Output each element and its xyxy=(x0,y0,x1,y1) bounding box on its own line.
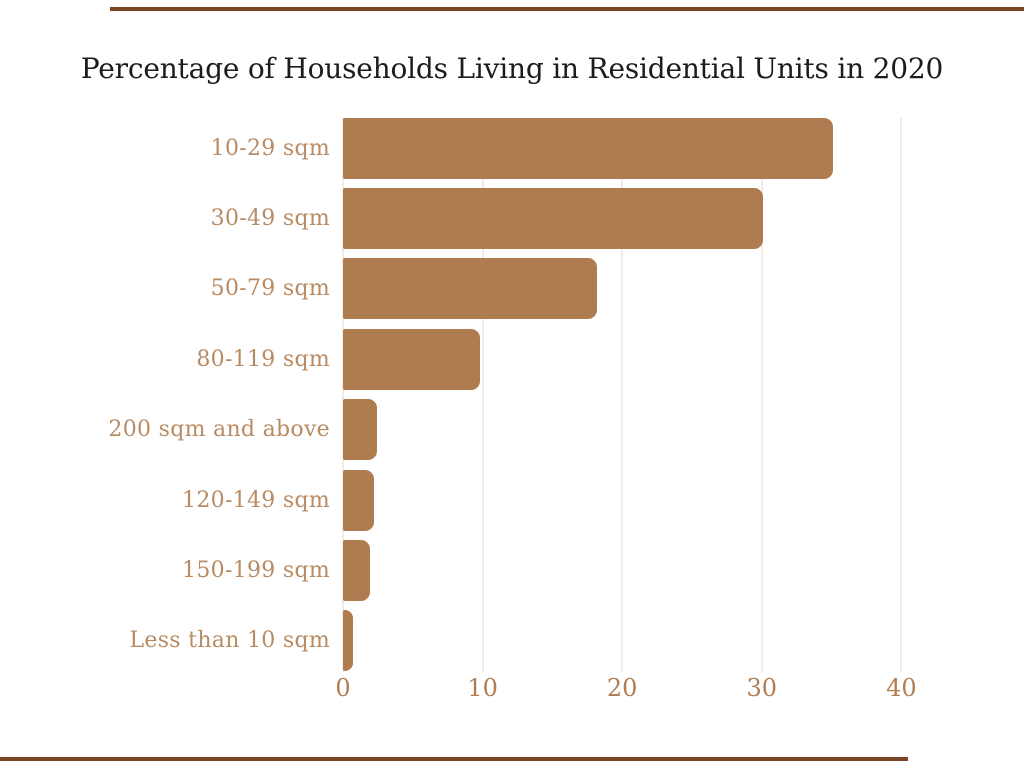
x-axis-tick-label: 30 xyxy=(746,674,778,702)
category-label: Less than 10 sqm xyxy=(129,628,330,654)
bar[interactable] xyxy=(343,540,370,602)
bar[interactable] xyxy=(343,258,598,320)
bar[interactable] xyxy=(343,188,764,250)
bar-rows: 10-29 sqm 30-49 sqm 50-79 sqm 80-119 sqm… xyxy=(0,113,1024,676)
chart-title: Percentage of Households Living in Resid… xyxy=(80,52,944,85)
bar-row: 150-199 sqm xyxy=(0,535,1024,605)
category-label: 150-199 sqm xyxy=(182,558,330,584)
gridline xyxy=(760,118,763,672)
bar[interactable] xyxy=(343,328,480,390)
gridline xyxy=(900,118,903,672)
top-accent-rule xyxy=(110,7,1024,11)
bar[interactable] xyxy=(343,117,833,179)
bar-row: 200 sqm and above xyxy=(0,395,1024,465)
x-axis-tick-label: 0 xyxy=(335,674,351,702)
category-label: 200 sqm and above xyxy=(108,417,330,443)
gridline xyxy=(481,118,484,672)
bar-row: 50-79 sqm xyxy=(0,254,1024,324)
bar-row: 80-119 sqm xyxy=(0,324,1024,394)
gridline xyxy=(621,118,624,672)
bar-row: 10-29 sqm xyxy=(0,113,1024,183)
category-label: 30-49 sqm xyxy=(210,206,330,232)
category-label: 50-79 sqm xyxy=(210,276,330,302)
category-label: 120-149 sqm xyxy=(182,487,330,513)
gridline xyxy=(342,118,344,672)
bar-row: 30-49 sqm xyxy=(0,183,1024,253)
bottom-accent-rule xyxy=(0,757,908,761)
bar-row: Less than 10 sqm xyxy=(0,606,1024,676)
x-axis-tick-label: 10 xyxy=(467,674,498,702)
bar-chart: 10-29 sqm 30-49 sqm 50-79 sqm 80-119 sqm… xyxy=(0,113,1024,723)
category-label: 80-119 sqm xyxy=(196,346,330,372)
bar[interactable] xyxy=(343,469,374,531)
bar-row: 120-149 sqm xyxy=(0,465,1024,535)
x-axis-tick-label: 20 xyxy=(606,674,638,702)
bar[interactable] xyxy=(343,399,377,461)
bar[interactable] xyxy=(343,610,353,672)
category-label: 10-29 sqm xyxy=(210,135,330,161)
x-axis-tick-label: 40 xyxy=(886,674,917,702)
